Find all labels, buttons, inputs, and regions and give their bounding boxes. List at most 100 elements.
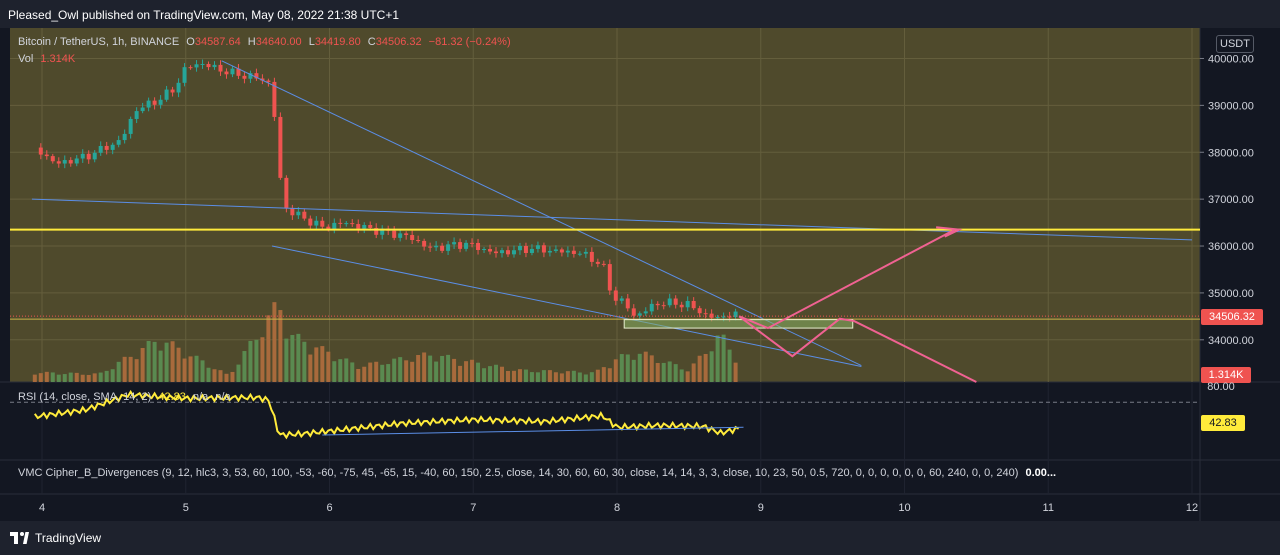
volume-bar <box>86 374 91 382</box>
candle-body <box>62 160 67 164</box>
candle-body <box>224 71 229 75</box>
candle-body <box>254 73 259 79</box>
tradingview-logo-icon <box>10 532 30 544</box>
volume-bar <box>733 362 738 382</box>
volume-bar <box>434 361 439 382</box>
candle-body <box>380 228 385 235</box>
candle-body <box>458 242 463 249</box>
volume-bar <box>356 368 361 382</box>
volume-legend: Vol 1.314K <box>18 53 75 65</box>
price-tick-label: 39000.00 <box>1208 100 1254 112</box>
volume-bar <box>206 367 211 382</box>
candle-body <box>146 100 151 108</box>
volume-bar <box>601 367 606 382</box>
cipher-legend: VMC Cipher_B_Divergences (9, 12, hlc3, 3… <box>18 467 1056 479</box>
volume-label: Vol <box>18 53 34 65</box>
candle-body <box>56 161 61 164</box>
time-tick-label: 10 <box>898 502 910 514</box>
candle-body <box>74 158 79 164</box>
volume-bar <box>326 351 331 382</box>
close-label: C <box>367 36 376 48</box>
time-tick-label: 4 <box>39 502 45 514</box>
candle-body <box>488 249 493 252</box>
candle-body <box>619 298 624 301</box>
candle-body <box>308 218 313 226</box>
volume-bar <box>398 357 403 382</box>
volume-bar <box>236 364 241 382</box>
tradingview-logo[interactable]: TradingView <box>10 531 101 545</box>
candle-body <box>703 313 708 315</box>
candle-body <box>266 80 271 82</box>
volume-bar <box>104 370 109 382</box>
candle-body <box>727 316 732 318</box>
candle-body <box>302 211 307 219</box>
candle-body <box>673 298 678 305</box>
candle-body <box>547 250 552 253</box>
volume-bar <box>529 372 534 382</box>
candle-body <box>134 111 139 119</box>
volume-bar <box>464 361 469 382</box>
candle-body <box>284 177 289 209</box>
rsi-value: 42.83 <box>158 391 186 403</box>
volume-bar <box>458 365 463 382</box>
candle-body <box>242 75 247 79</box>
candle-body <box>517 245 522 251</box>
volume-bar <box>140 347 145 382</box>
volume-bar <box>637 353 642 382</box>
cipher-value: 0.00... <box>1025 467 1057 479</box>
candle-body <box>356 224 361 229</box>
volume-bar <box>727 349 732 382</box>
volume-bar <box>595 369 600 382</box>
volume-bar <box>697 355 702 382</box>
rsi-na-2: n/a <box>215 391 231 403</box>
candle-body <box>416 240 421 242</box>
candle-body <box>625 298 630 309</box>
volume-bar <box>224 373 229 382</box>
candle-body <box>296 211 301 216</box>
volume-bar <box>284 338 289 382</box>
candle-body <box>434 245 439 248</box>
symbol-legend: Bitcoin / TetherUS, 1h, BINANCE O34587.6… <box>18 36 511 48</box>
candle-body <box>128 118 133 134</box>
volume-value: 1.314K <box>40 53 76 65</box>
candle-body <box>715 317 720 319</box>
candle-body <box>559 249 564 253</box>
candle-body <box>344 223 349 225</box>
rsi-na-1: n/a <box>192 391 209 403</box>
candle-body <box>230 68 235 75</box>
candle-body <box>110 144 115 150</box>
rsi-divergence-trendline <box>322 426 744 436</box>
volume-bar <box>535 372 540 382</box>
candle-body <box>86 153 91 160</box>
candle-body <box>218 64 223 72</box>
volume-bar <box>392 358 397 382</box>
time-tick-label: 12 <box>1186 502 1198 514</box>
volume-bar <box>721 334 726 382</box>
volume-bar <box>559 373 564 382</box>
time-tick-label: 7 <box>470 502 476 514</box>
price-axis <box>1200 28 1280 521</box>
candle-body <box>272 81 277 117</box>
volume-bar <box>482 368 487 382</box>
volume-bar <box>92 373 97 382</box>
publisher-bar: Pleased_Owl published on TradingView.com… <box>0 0 1280 28</box>
price-tick-label: 36000.00 <box>1208 241 1254 253</box>
candle-body <box>637 313 642 316</box>
candle-body <box>721 316 726 318</box>
candle-body <box>446 244 451 251</box>
volume-bar <box>511 370 516 382</box>
publisher-text: Pleased_Owl published on TradingView.com… <box>8 8 400 22</box>
volume-bar <box>338 359 343 382</box>
candle-body <box>248 73 253 79</box>
currency-button[interactable]: USDT <box>1216 35 1254 53</box>
candle-body <box>332 222 337 229</box>
volume-bar <box>643 351 648 382</box>
candle-body <box>170 89 175 93</box>
time-tick-label: 9 <box>758 502 764 514</box>
price-tick-label: 40000.00 <box>1208 53 1254 65</box>
volume-bar <box>649 355 654 382</box>
volume-bar <box>655 363 660 382</box>
candle-body <box>314 220 319 226</box>
volume-bar <box>619 354 624 382</box>
